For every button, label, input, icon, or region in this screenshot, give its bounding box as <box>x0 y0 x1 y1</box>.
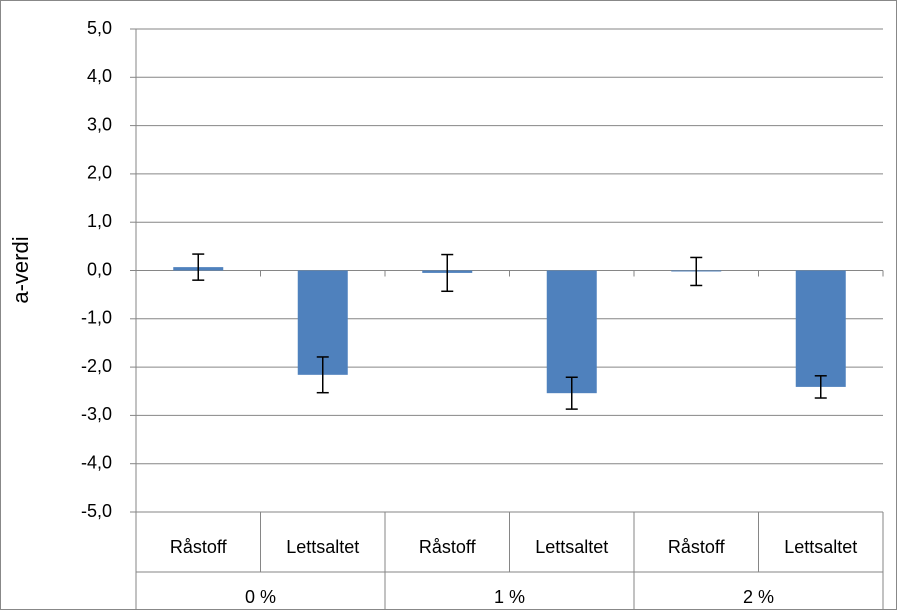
y-tick-label: 4,0 <box>87 66 112 86</box>
y-tick-label: -1,0 <box>81 308 112 328</box>
y-tick-label: 2,0 <box>87 163 112 183</box>
y-tick-label: -3,0 <box>81 404 112 424</box>
x-tick-label: Råstoff <box>668 537 726 557</box>
x-tick-label: Råstoff <box>170 537 228 557</box>
group-label: 1 % <box>494 587 525 607</box>
bar <box>546 270 597 394</box>
y-tick-label: -5,0 <box>81 501 112 521</box>
x-tick-label: Lettsaltet <box>535 537 608 557</box>
x-tick-label: Lettsaltet <box>784 537 857 557</box>
y-tick-label: 0,0 <box>87 259 112 279</box>
y-tick-label: 1,0 <box>87 211 112 231</box>
y-axis-label: a-verdi <box>8 236 33 303</box>
group-label: 2 % <box>743 587 774 607</box>
y-tick-label: 5,0 <box>87 18 112 38</box>
group-label: 0 % <box>245 587 276 607</box>
bar <box>795 270 846 387</box>
y-tick-label: 3,0 <box>87 114 112 134</box>
x-tick-label: Råstoff <box>419 537 477 557</box>
y-tick-label: -4,0 <box>81 452 112 472</box>
y-tick-label: -2,0 <box>81 356 112 376</box>
x-tick-label: Lettsaltet <box>286 537 359 557</box>
